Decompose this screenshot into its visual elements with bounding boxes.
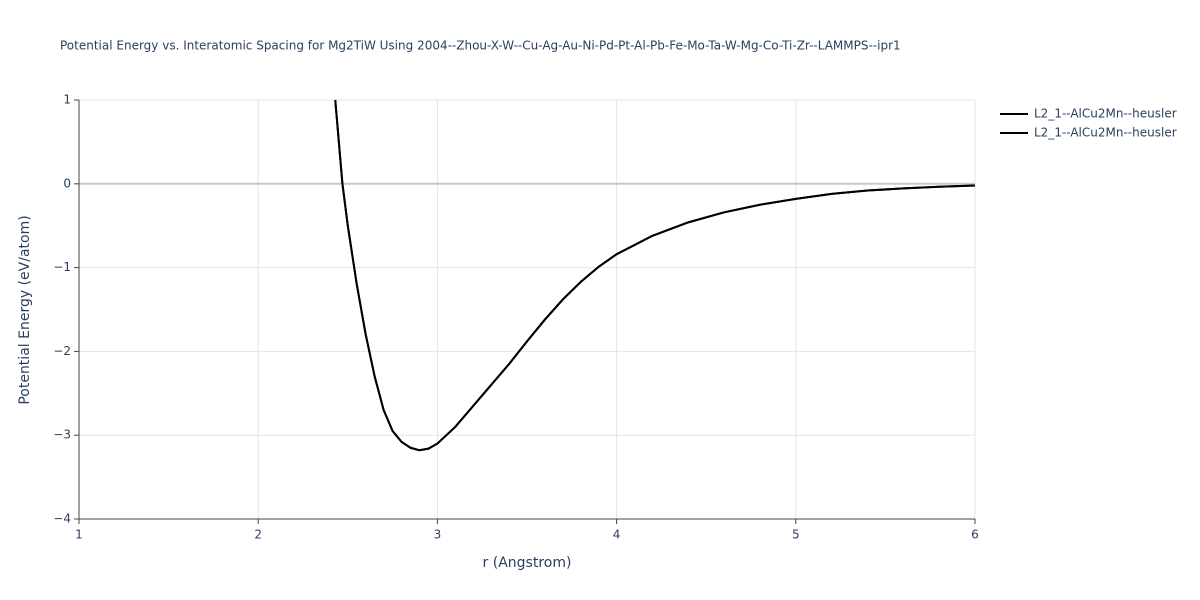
y-tick-label: −4 — [53, 512, 71, 526]
x-tick-label: 3 — [434, 528, 442, 542]
chart-title: Potential Energy vs. Interatomic Spacing… — [60, 39, 901, 53]
y-tick-label: −3 — [53, 428, 71, 442]
legend-label: L2_1--AlCu2Mn--heusler — [1034, 126, 1177, 140]
y-tick-label: 0 — [63, 176, 71, 190]
x-tick-label: 4 — [613, 528, 621, 542]
x-tick-label: 6 — [971, 528, 979, 542]
y-tick-label: −1 — [53, 260, 71, 274]
legend-label: L2_1--AlCu2Mn--heusler — [1034, 107, 1177, 121]
y-tick-label: 1 — [63, 93, 71, 107]
x-axis-title: r (Angstrom) — [483, 555, 572, 571]
y-tick-label: −2 — [53, 344, 71, 358]
x-tick-label: 5 — [792, 528, 800, 542]
line-series — [334, 99, 976, 452]
y-axis-title: Potential Energy (eV/atom) — [17, 215, 33, 404]
x-tick-label: 1 — [75, 528, 83, 542]
line-series — [334, 99, 976, 452]
x-tick-label: 2 — [254, 528, 262, 542]
